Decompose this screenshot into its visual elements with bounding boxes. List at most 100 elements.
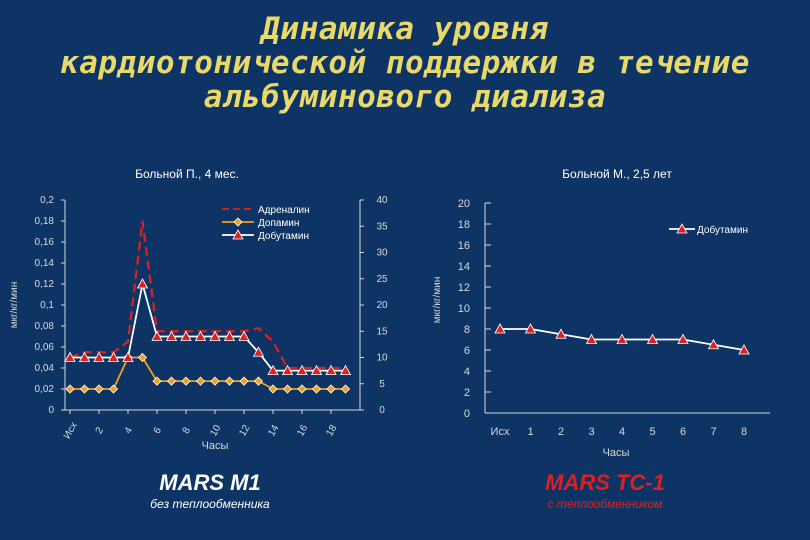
chart1-series-2-point [107,351,120,362]
chart1-series-2-point [339,364,352,376]
chart1-series-1-point [195,376,206,386]
left-subcaption: без теплообменника [150,497,270,511]
chart1-x-tick-label: 18 [324,423,339,439]
chart1-series-2-point [238,330,250,341]
chart1-series-2-point [209,330,221,341]
chart1-y2-tick-label: 15 [376,326,388,337]
chart2-x-tick-label: 2 [558,426,564,438]
chart1-y-tick-label: 0,08 [35,321,55,332]
chart1-y-tick-label: 0,18 [35,216,55,227]
chart2-y-tick-label: 2 [464,387,470,399]
chart1-x-tick-label: 4 [123,425,136,436]
chart1-series-2-point [78,351,91,362]
chart1-y-tick-label: 0,04 [35,363,55,374]
chart1-series-line-0 [69,220,346,370]
chart1-series-1-point [224,376,235,386]
chart2-y-tick-label: 14 [458,261,470,273]
chart1-y2-tick-label: 40 [376,195,388,206]
chart1-title: Больной П., 4 мес. [135,167,239,181]
chart1-x-tick-label: 8 [181,425,194,436]
title-line-2: кардиотонической поддержки в течение [60,45,750,81]
chart2-x-tick-label: 4 [619,426,625,438]
chart1-series-1-point [326,384,336,394]
chart1-y-label: мкг/кг/мин [9,282,20,328]
chart2-x-tick-label: Исх [491,426,510,438]
title-line-1: Динамика уровня [261,11,549,47]
chart1-series-1-point [181,376,191,386]
chart2-series-0-point [555,328,567,339]
chart1-y-tick-label: 0,06 [35,342,55,353]
chart1-x-tick-label: Исх [62,421,80,441]
chart2-y-tick-label: 4 [464,366,470,378]
chart1-x-tick-label: 10 [208,423,223,439]
chart2-x-tick-label: 6 [680,426,686,438]
chart1-y2-tick-label: 5 [379,379,385,390]
chart2-y-tick-label: 10 [458,303,470,315]
chart1-series-1-point [297,384,307,394]
chart1-series-2-point [165,330,178,341]
chart1-series-2-point [151,330,163,341]
chart1-series-2-point [194,330,207,341]
chart1-series-1-point [268,384,278,394]
chart1-series-1-point [94,384,104,394]
chart1-series-1-point [137,352,148,363]
slide-title: Динамика уровня кардиотонической поддерж… [0,12,810,114]
chart1-series-2-point [267,364,279,376]
chart2-x-tick-label: 7 [710,426,716,438]
chart2-series-0-point [524,323,537,334]
chart2-legend-label: Добутамин [697,224,748,236]
chart1-y2-tick-label: 25 [376,274,388,285]
chart1-y-tick-label: 0,2 [40,195,54,206]
chart2-y-tick-label: 12 [458,282,470,294]
chart2-y-tick-label: 6 [464,345,470,357]
chart1-series-1-point [340,384,351,394]
chart1-legend-label: Адреналин [258,205,310,216]
chart2-x-tick-label: 3 [588,426,594,438]
chart1-series-2-point [93,351,105,362]
chart1-y2-tick-label: 30 [376,248,388,259]
chart1-y-tick-label: 0,16 [35,237,55,248]
chart1-series-2-point [180,330,192,341]
chart1-series-1-point [253,376,264,386]
chart1-series-2-point [310,364,323,376]
left-caption: MARS M1 [159,470,261,495]
chart1-series-1-point [79,384,90,394]
chart2-y-tick-label: 8 [464,324,470,336]
chart1-y2-tick-label: 20 [376,300,388,311]
chart2-legend-marker [676,223,688,234]
chart1-x-tick-label: 6 [152,425,165,436]
chart1-series-2-point [252,346,265,357]
chart1-series-1-point [65,384,75,394]
chart2-y-tick-label: 20 [458,198,470,210]
right-caption: MARS TC-1 [545,470,665,495]
chart1-legend-marker [232,229,244,240]
chart2-series-0-point [585,333,598,344]
chart1-x-tick-label: 12 [237,423,252,439]
chart1-series-1-point [108,384,119,394]
chart1-series-1-point [282,384,293,394]
chart2-y-label: мкг/кг/мин [432,277,443,323]
chart1-y-tick-label: 0,12 [35,279,55,290]
chart1-series-2-point [64,351,76,362]
chart1-y-tick-label: 0,1 [40,300,54,311]
chart2-x-tick-label: 8 [741,426,747,438]
chart1-y-tick-label: 0,02 [35,384,55,395]
chart2-y-tick-label: 18 [458,219,470,231]
chart1-x-tick-label: 14 [266,423,281,439]
chart1-series-1-point [152,376,162,386]
chart2-x-tick-label: 5 [649,426,655,438]
chart2-y-tick-label: 16 [458,240,470,252]
chart1-x-label: Часы [202,440,229,452]
chart2-series-0-point [677,333,689,344]
chart2-x-label: Часы [603,447,630,459]
chart1-series-2-point [136,278,149,289]
chart1-series-2-point [223,330,236,341]
chart2-series-0-point [738,344,750,355]
chart2-series-0-point [646,333,659,344]
chart1-series-1-point [210,376,220,386]
chart1-y2-tick-label: 10 [376,353,388,364]
chart1-series-2-point [296,364,308,376]
chart1-y-tick-label: 0 [48,405,54,416]
chart1-legend-label: Допамин [258,218,299,229]
